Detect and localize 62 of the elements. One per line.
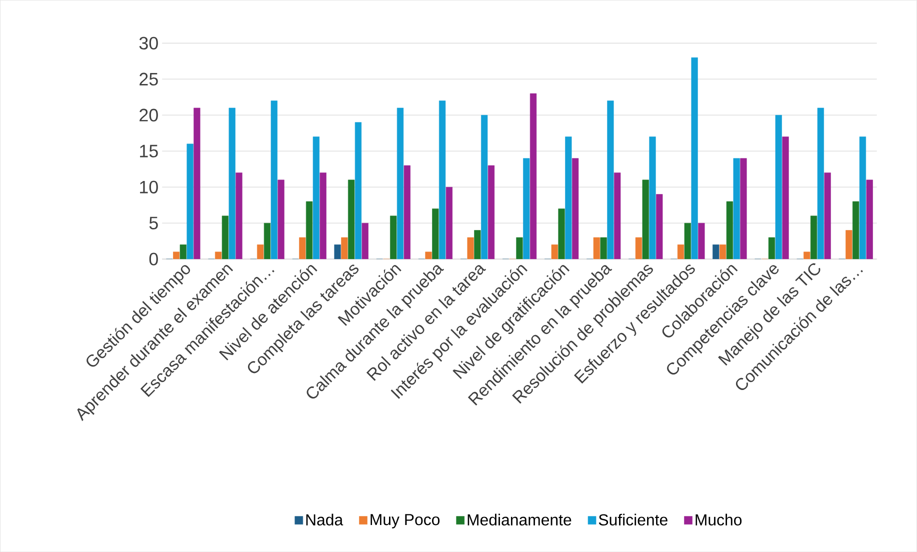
bar [656, 194, 663, 260]
bar [649, 136, 656, 260]
bar [677, 244, 684, 260]
bar [817, 108, 824, 260]
bar [278, 180, 284, 260]
bar [228, 108, 236, 260]
legend-label: Muy Poco [370, 514, 440, 528]
legend-label: Nada [306, 514, 344, 526]
bar [530, 93, 537, 260]
bar [425, 252, 432, 260]
bar [334, 244, 341, 260]
bar [257, 244, 264, 260]
bar [614, 172, 621, 260]
bar [572, 158, 579, 260]
bar [299, 237, 306, 260]
bar [312, 136, 320, 260]
bar [593, 237, 600, 260]
bar [607, 100, 614, 260]
bar [551, 244, 558, 260]
bar [215, 252, 222, 260]
bar [186, 144, 194, 260]
bar [523, 158, 530, 260]
bar [712, 244, 720, 260]
bar [824, 172, 831, 260]
y-tick-label: 5 [149, 216, 158, 230]
legend-label: Suficiente [598, 514, 668, 526]
bar [698, 222, 705, 260]
legend-label: Medianamente [468, 514, 572, 526]
bar [172, 252, 180, 260]
bar [467, 237, 474, 260]
bar [446, 186, 452, 260]
bar [194, 108, 200, 260]
bar [396, 108, 404, 260]
bar [404, 165, 410, 260]
y-tick-label: 30 [139, 36, 158, 50]
y-tick-label: 20 [140, 108, 158, 122]
bar [320, 172, 326, 260]
y-tick-label: 25 [140, 72, 158, 86]
bar [341, 237, 348, 260]
bar [565, 136, 572, 260]
bar [859, 136, 866, 260]
bar [846, 230, 852, 260]
bar [691, 57, 698, 260]
bar [775, 114, 782, 260]
bar [270, 100, 278, 260]
bar [740, 158, 747, 260]
bar [362, 222, 368, 260]
bar [866, 180, 873, 260]
bar [804, 252, 810, 260]
bar [782, 136, 789, 260]
bar [354, 122, 362, 260]
legend-label: Mucho [696, 514, 742, 526]
bar [719, 244, 726, 260]
bar [635, 237, 642, 260]
y-tick-label: 15 [140, 144, 158, 158]
y-tick-label: 10 [140, 180, 158, 194]
bar [488, 165, 495, 260]
y-tick-label: 0 [149, 252, 158, 266]
bar [733, 158, 740, 260]
bar [481, 114, 488, 260]
bar [236, 172, 242, 260]
bar [439, 100, 446, 260]
